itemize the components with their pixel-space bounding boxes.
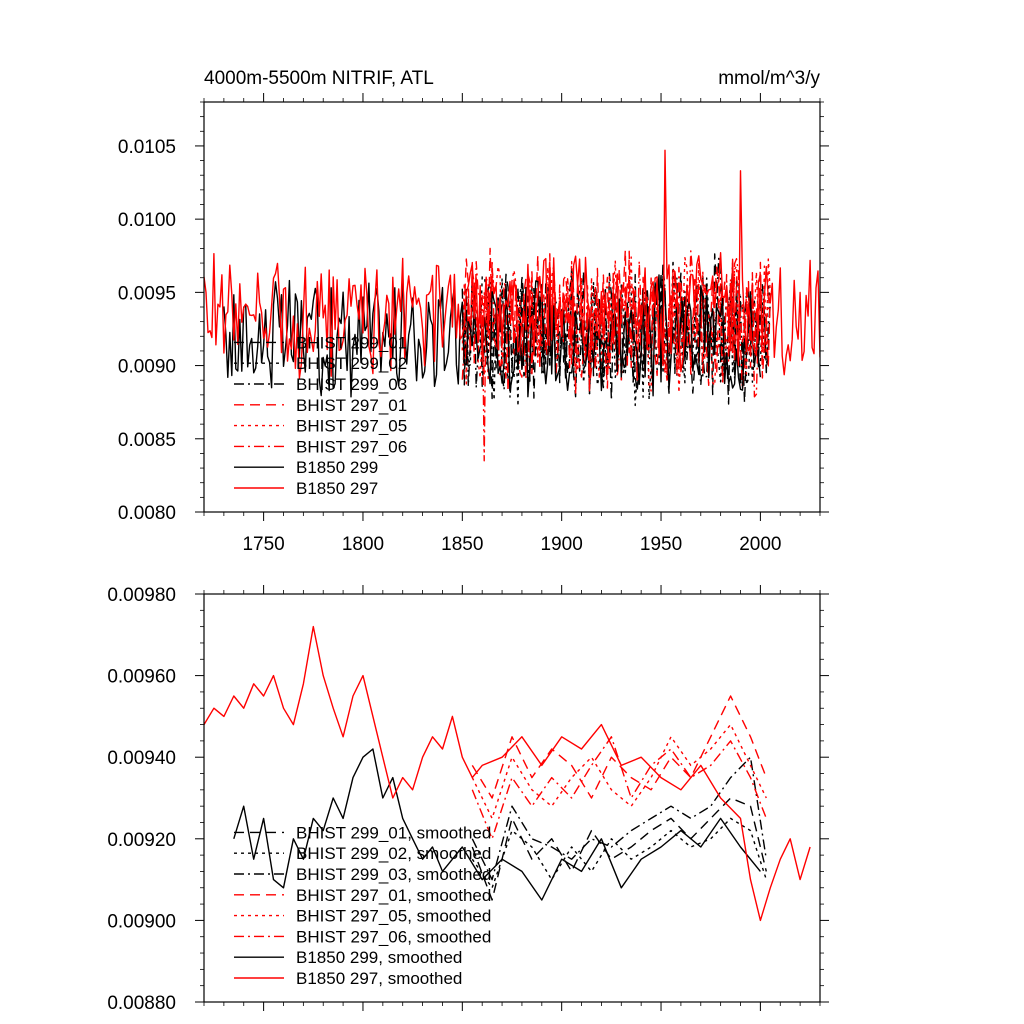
y-tick-label: 0.00900 [107,911,176,932]
series-line-6 [233,748,761,901]
y-tick-label: 0.0090 [118,357,176,378]
y-tick-label: 0.0105 [118,137,176,158]
x-tick-label: 1950 [640,534,682,555]
legend-label: B1850 297 [296,479,378,498]
legend-label: BHIST 299_02 [296,354,407,373]
y-tick-label: 0.0100 [118,210,176,231]
legend-label: BHIST 299_02, smoothed [296,844,491,863]
y-tick-label: 0.00940 [107,748,176,769]
y-tick-label: 0.0095 [118,283,176,304]
legend-label: BHIST 299_01, smoothed [296,823,491,842]
y-tick-label: 0.00960 [107,667,176,688]
series-line-7 [204,625,811,922]
y-tick-label: 0.00880 [107,993,176,1014]
y-tick-label: 0.00920 [107,830,176,851]
y-tick-label: 0.00980 [107,585,176,606]
legend-label: BHIST 297_05, smoothed [296,907,491,926]
legend-label: B1850 299, smoothed [296,948,462,967]
legend-label: B1850 297, smoothed [296,969,462,988]
series-line-7 [204,149,820,379]
plot-frame [203,593,821,1003]
x-tick-label: 1900 [541,534,583,555]
series-line-4 [461,256,771,394]
x-tick-label: 1750 [242,534,284,555]
legend-label: BHIST 297_01, smoothed [296,886,491,905]
legend-label: BHIST 299_01 [296,333,407,352]
legend-label: BHIST 297_06 [296,437,407,456]
legend: BHIST 299_01, smoothed BHIST 299_02, smoo… [234,823,491,988]
y-tick-label: 0.0085 [118,430,176,451]
legend-label: BHIST 297_01 [296,396,407,415]
series-line-3 [461,247,771,393]
legend-label: BHIST 299_03 [296,375,407,394]
series-line-6 [223,274,762,398]
legend: BHIST 299_01 BHIST 299_02 BHIST 299_03 BHIS… [234,333,407,498]
legend-label: BHIST 299_03, smoothed [296,865,491,884]
series-line-0 [471,797,767,901]
x-tick-label: 1800 [342,534,384,555]
series-line-1 [461,259,771,407]
series-line-4 [471,723,767,820]
series-line-2 [471,756,767,881]
series-line-5 [471,736,767,840]
x-tick-label: 2000 [739,534,781,555]
top-panel: 4000m-5500m NITRIF, ATL mmol/m^3/y 1750 1… [118,68,829,555]
series-line-0 [461,253,771,405]
legend-label: B1850 299 [296,458,378,477]
x-tick-label: 1850 [441,534,483,555]
y-tick-label: 0.0080 [118,503,176,524]
series-line-1 [471,817,767,889]
chart-title: 4000m-5500m NITRIF, ATL [204,68,434,89]
bottom-panel: 0.00880 0.00900 0.00920 0.00940 0.00960 0.009… [107,585,829,1014]
chart-units: mmol/m^3/y [718,68,820,89]
legend-label: BHIST 297_05 [296,417,407,436]
legend-label: BHIST 297_06, smoothed [296,927,491,946]
